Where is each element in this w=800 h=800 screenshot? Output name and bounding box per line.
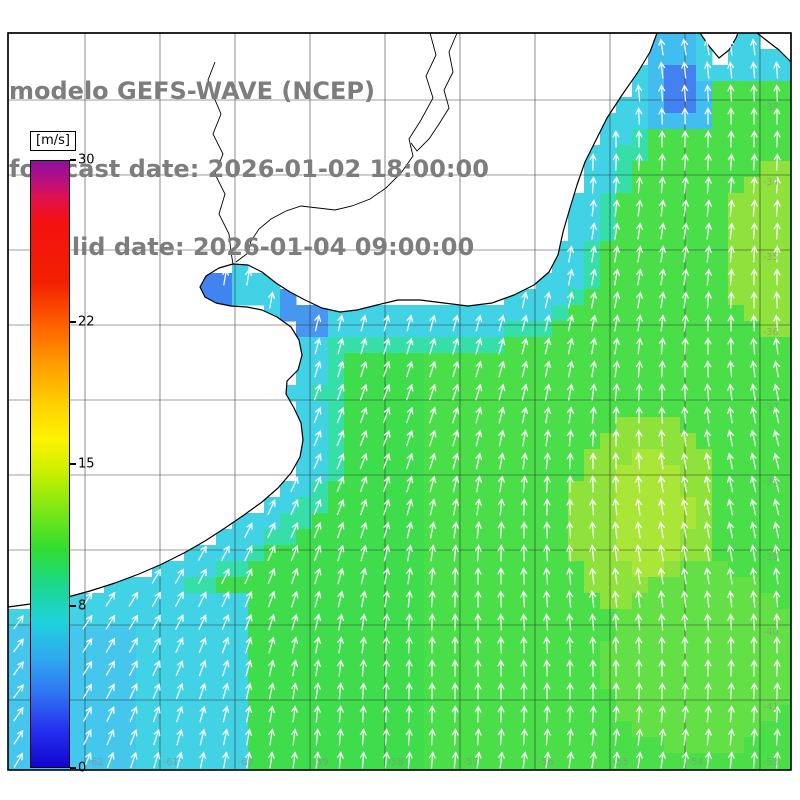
map-frame bbox=[7, 32, 792, 771]
axis-label: -58 bbox=[388, 757, 404, 768]
axis-label: -56 bbox=[538, 757, 554, 768]
title-block: modelo GEFS-WAVE (NCEP) forecast date: 2… bbox=[9, 26, 489, 312]
axis-label: -41 bbox=[763, 702, 779, 713]
axis-label: -55 bbox=[613, 757, 629, 768]
axis-label: -39 bbox=[763, 552, 779, 563]
colorbar-tick-label: 30 bbox=[78, 152, 95, 168]
axis-label: -60 bbox=[238, 757, 254, 768]
axis-tick-labels: -33 -34 -35 -36 -37 -38 -39 -40 -41 -62 -61 -60 -59 -… bbox=[88, 102, 779, 768]
axis-label: -38 bbox=[763, 477, 779, 488]
colorbar-tick-mark bbox=[70, 463, 76, 465]
colorbar-tick-label: 15 bbox=[78, 456, 95, 472]
axis-label: -33 bbox=[763, 102, 779, 113]
colorbar-tick-label: 22 bbox=[78, 314, 95, 330]
axis-label: -53 bbox=[763, 757, 779, 768]
colorbar-tick-mark bbox=[70, 159, 76, 161]
axis-label: -35 bbox=[763, 252, 779, 263]
colorbar-tick-mark bbox=[70, 767, 76, 769]
axis-label: -62 bbox=[88, 757, 104, 768]
axis-label: -34 bbox=[763, 177, 779, 188]
valid-date-line: valid date: 2026-01-04 09:00:00 bbox=[40, 233, 475, 261]
axis-label: -54 bbox=[688, 757, 704, 768]
colorbar-tick-mark bbox=[70, 321, 76, 324]
colorbar-unit-label: [m/s] bbox=[30, 131, 76, 151]
colorbar-tick-label: 0 bbox=[78, 760, 87, 776]
land-coastline-layer bbox=[7, 32, 792, 608]
colorbar-gradient bbox=[30, 160, 70, 768]
rivers-borders-layer bbox=[207, 32, 458, 265]
axis-label: -40 bbox=[763, 627, 779, 638]
axis-label: -37 bbox=[763, 402, 779, 413]
latlon-grid bbox=[8, 33, 791, 770]
axis-label: -57 bbox=[463, 757, 479, 768]
colorbar-tick-label: 8 bbox=[78, 598, 87, 614]
wind-direction-arrows bbox=[13, 38, 781, 769]
axis-label: -61 bbox=[163, 757, 179, 768]
colorbar-tick-mark bbox=[70, 604, 76, 607]
axis-label: -36 bbox=[763, 327, 779, 338]
axis-label: -59 bbox=[313, 757, 329, 768]
model-title: modelo GEFS-WAVE (NCEP) bbox=[9, 77, 375, 105]
